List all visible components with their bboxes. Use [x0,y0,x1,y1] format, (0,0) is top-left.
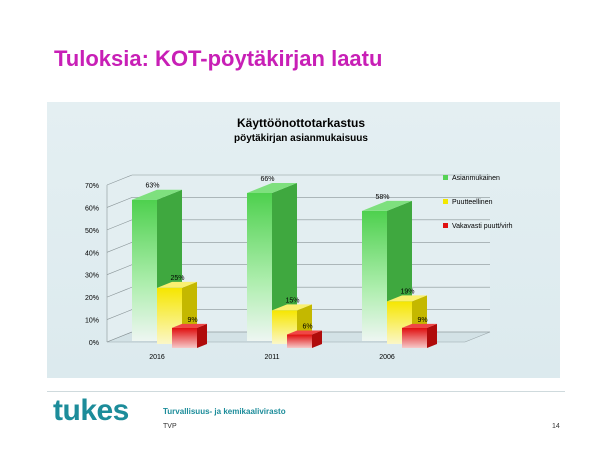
footer-divider [47,391,565,392]
legend-swatch [443,175,448,180]
data-label: 15% [285,297,299,304]
data-label: 58% [375,194,389,201]
data-label: 9% [417,317,427,324]
chart-panel: Käyttöönottotarkastus pöytäkirjan asianm… [47,102,560,378]
y-tick-label: 50% [85,228,99,235]
bar-top [157,281,197,288]
data-label: 63% [145,183,159,190]
bar-front [132,199,157,341]
bar-front [287,334,312,348]
bar [172,323,207,348]
chart-svg: Käyttöönottotarkastus pöytäkirjan asianm… [85,116,513,361]
bar-front [172,327,197,348]
bar-side [312,330,322,348]
gridline [106,197,490,208]
y-tick-label: 0% [89,340,99,347]
x-tick-label: 2011 [264,354,279,361]
page-number: 14 [552,423,560,430]
bar-top [387,295,427,302]
bar-top [272,304,312,311]
slide-title: Tuloksia: KOT-pöytäkirjan laatu [54,46,383,71]
y-tick-label: 70% [85,183,99,190]
bar-front [362,210,387,341]
footer-unit: TVP [163,423,177,430]
agency-name: Turvallisuus- ja kemikaalivirasto [163,407,286,416]
legend-swatch [443,199,448,204]
y-tick-label: 40% [85,250,99,257]
data-label: 19% [400,288,414,295]
bar-side [272,182,297,341]
data-label: 9% [187,317,197,324]
bar-side [427,323,437,348]
legend-label: Puutteellinen [452,199,493,206]
x-tick-label: 2006 [379,354,395,361]
bar [402,323,437,348]
bar-top [172,323,207,328]
bar-top [362,200,412,211]
y-tick-label: 10% [85,318,99,325]
bar-front [247,192,272,341]
data-label: 6% [302,324,312,331]
data-label: 66% [260,176,274,183]
chart-title: Käyttöönottotarkastus [237,116,365,130]
bar-top [287,330,322,335]
y-tick-label: 60% [85,205,99,212]
x-tick-label: 2016 [149,354,165,361]
bar-side [197,323,207,348]
y-tick-label: 30% [85,273,99,280]
legend-label: Asianmukainen [452,175,500,182]
bar [247,182,297,341]
legend-swatch [443,223,448,228]
bar-top [402,323,437,328]
data-label: 25% [170,275,184,282]
legend-label: Vakavasti puutt/virh [452,223,513,230]
bar-top [132,189,182,200]
bar [287,330,322,348]
bar-top [247,182,297,193]
gridline [106,174,490,186]
y-tick-label: 20% [85,295,99,302]
tukes-logo: tukes [53,394,129,427]
chart-subtitle: pöytäkirjan asianmukaisuus [234,133,368,144]
bar-front [402,327,427,348]
